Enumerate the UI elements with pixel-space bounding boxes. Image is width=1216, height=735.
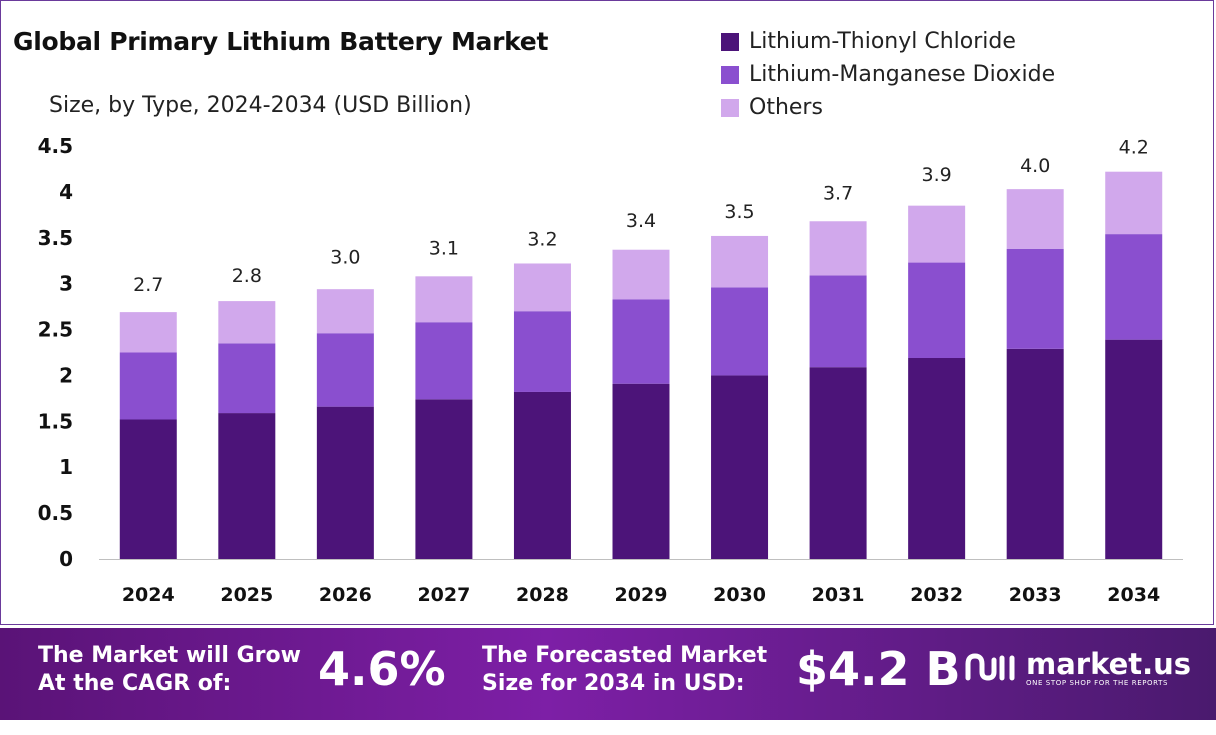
bar-segment-others [316,289,374,334]
y-tick-label: 2.5 [38,318,73,342]
legend-swatch [721,32,739,51]
bar-segment-lithium-manganese-dioxide [612,299,670,384]
legend-label: Lithium-Manganese Dioxide [749,62,1056,87]
bar-segment-lithium-manganese-dioxide [415,322,473,400]
bar-segment-others [415,276,473,323]
chart-card: Global Primary Lithium Battery Market Si… [0,0,1214,625]
bar-total-label: 2.8 [232,265,262,287]
summary-banner: The Market will Grow At the CAGR of: 4.6… [0,628,1216,720]
legend-swatch [721,65,739,84]
bar-segment-others [711,235,769,288]
bar-segment-lithium-thionyl-chloride [513,391,571,559]
x-tick-label: 2033 [1009,584,1062,606]
forecast-value: $4.2 B [796,642,961,696]
legend-item: Lithium-Thionyl Chloride [721,25,1055,58]
brand-tagline: ONE STOP SHOP FOR THE REPORTS [1026,679,1169,687]
chart-subtitle: Size, by Type, 2024-2034 (USD Billion) [49,93,472,118]
legend-label: Lithium-Thionyl Chloride [749,29,1016,54]
bar-segment-others [513,263,571,312]
bar-total-label: 3.2 [527,228,557,250]
bar-segment-lithium-manganese-dioxide [1006,248,1064,349]
bar-segment-lithium-thionyl-chloride [908,358,966,559]
x-tick-label: 2026 [319,584,372,606]
x-tick-label: 2034 [1107,584,1160,606]
market-us-logo-icon [965,653,1015,681]
y-tick-label: 4.5 [38,134,73,158]
bar-segment-lithium-manganese-dioxide [711,287,769,376]
legend-swatch [721,98,739,117]
y-tick-label: 0.5 [38,501,73,525]
bar-total-label: 4.0 [1020,155,1050,177]
bar-segment-others [1006,189,1064,249]
bar-segment-lithium-manganese-dioxide [513,311,571,392]
bar-segment-others [612,249,670,300]
cagr-value: 4.6% [318,642,446,696]
bar-total-label: 3.4 [626,210,656,232]
bar-segment-lithium-thionyl-chloride [119,419,177,559]
bar-segment-others [908,205,966,263]
bar-segment-lithium-manganese-dioxide [1105,234,1163,340]
bar-segment-lithium-thionyl-chloride [1006,348,1064,559]
bar-segment-lithium-thionyl-chloride [1105,339,1163,559]
x-tick-label: 2030 [713,584,766,606]
forecast-caption-line2: Size for 2034 in USD: [482,671,745,696]
cagr-caption-line1: The Market will Grow [38,643,301,668]
bar-segment-lithium-thionyl-chloride [415,399,473,559]
x-tick-label: 2028 [516,584,569,606]
bar-total-label: 3.9 [922,164,952,186]
brand-text: market.us ONE STOP SHOP FOR THE REPORTS [1026,649,1191,687]
bar-segment-lithium-manganese-dioxide [119,352,177,420]
bar-segment-others [1105,171,1163,235]
stacked-bar-chart: 0 0.5 1 1.5 2 2.5 3 3.5 4 4.5 2.7 2024 2.8 2025 3.0 202… [38,134,1183,606]
bar-total-label: 2.7 [133,274,163,296]
legend-item: Others [721,91,1055,124]
y-tick-label: 1 [59,455,73,479]
forecast-caption: The Forecasted Market Size for 2034 in U… [482,642,767,698]
bar-total-label: 3.5 [724,201,754,223]
bar-segment-lithium-thionyl-chloride [612,383,670,559]
chart-title: Global Primary Lithium Battery Market [13,27,549,56]
brand-name: market.us [1026,647,1192,681]
y-tick-label: 0 [59,547,73,571]
legend-label: Others [749,95,823,120]
bar-segment-lithium-manganese-dioxide [809,275,867,368]
bar-total-label: 3.1 [429,237,459,259]
y-tick-label: 3 [59,272,73,296]
brand: market.us ONE STOP SHOP FOR THE REPORTS [962,648,1191,688]
x-tick-label: 2024 [122,584,175,606]
legend-item: Lithium-Manganese Dioxide [721,58,1055,91]
bar-segment-lithium-thionyl-chloride [316,406,374,559]
cagr-caption: The Market will Grow At the CAGR of: [38,642,301,698]
bar-segment-lithium-manganese-dioxide [316,333,374,407]
bar-segment-lithium-thionyl-chloride [711,375,769,559]
bar-segment-others [119,312,177,353]
bar-segment-lithium-thionyl-chloride [218,413,276,559]
bar-segment-others [218,301,276,344]
x-tick-label: 2029 [615,584,668,606]
cagr-caption-line2: At the CAGR of: [38,671,232,696]
bar-segment-lithium-manganese-dioxide [218,343,276,414]
bar-total-label: 3.0 [330,247,360,269]
x-tick-label: 2027 [417,584,470,606]
bar-total-label: 3.7 [823,182,853,204]
bar-total-label: 4.2 [1119,137,1149,159]
y-tick-label: 3.5 [38,226,73,250]
forecast-caption-line1: The Forecasted Market [482,643,768,668]
y-tick-label: 2 [59,363,73,387]
bar-segment-others [809,221,867,276]
y-tick-label: 4 [59,180,73,204]
x-tick-label: 2032 [910,584,963,606]
x-tick-label: 2031 [812,584,865,606]
x-tick-label: 2025 [220,584,273,606]
chart-legend: Lithium-Thionyl Chloride Lithium-Manganes… [721,25,1055,124]
bar-segment-lithium-manganese-dioxide [908,262,966,359]
y-tick-label: 1.5 [38,409,73,433]
bar-segment-lithium-thionyl-chloride [809,367,867,559]
